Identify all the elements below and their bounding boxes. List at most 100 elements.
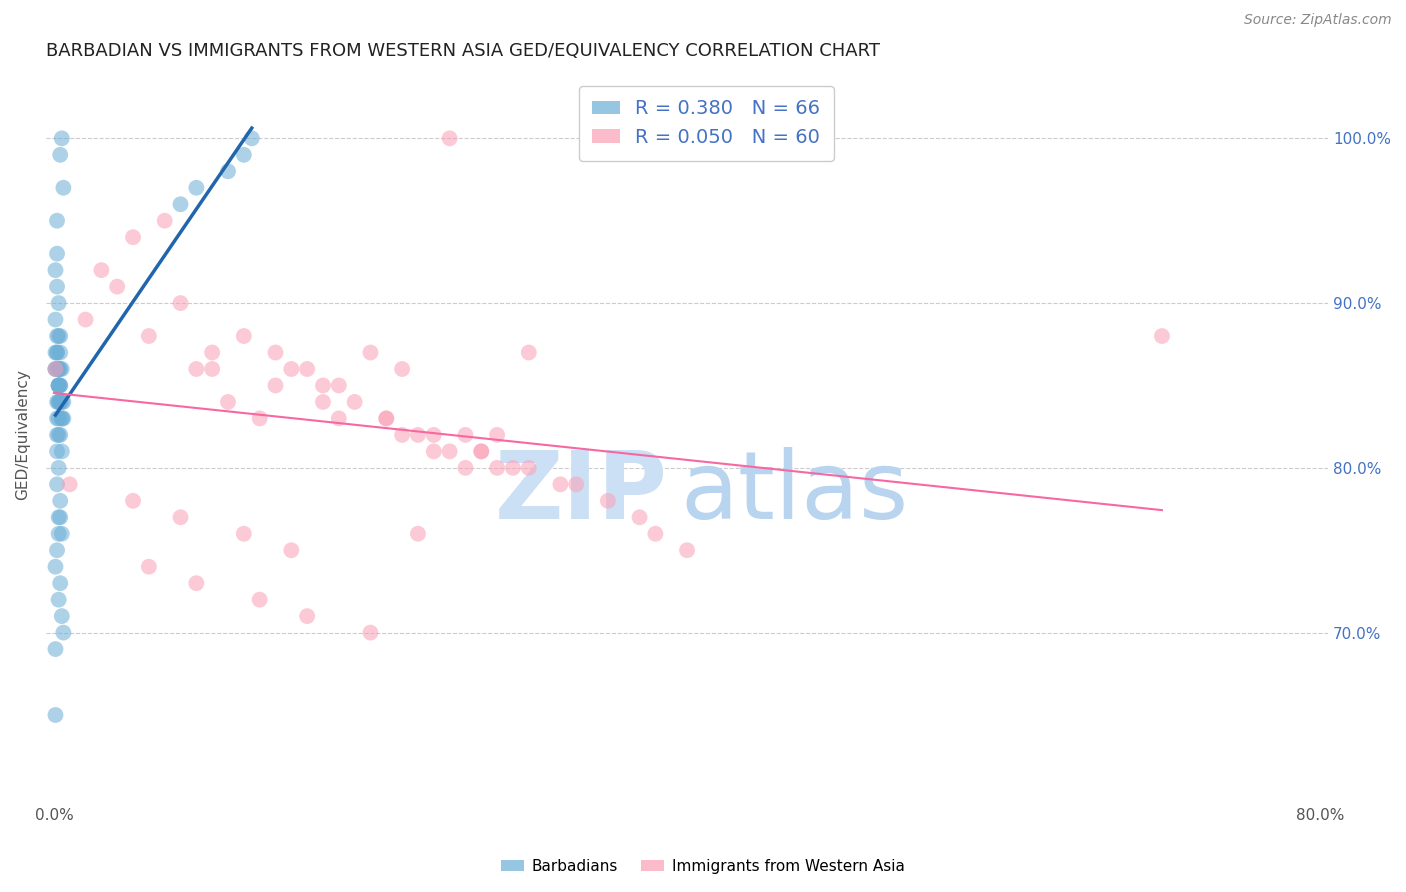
Point [49, 148, 72, 162]
Point [51, 609, 73, 624]
Point [52, 395, 75, 409]
Point [295, 362, 318, 376]
Point [454, 460, 477, 475]
Point [169, 197, 191, 211]
Point [46, 213, 69, 227]
Point [423, 428, 446, 442]
Legend: R = 0.380   N = 66, R = 0.050   N = 60: R = 0.380 N = 66, R = 0.050 N = 60 [579, 86, 834, 161]
Point [565, 477, 588, 491]
Point [48, 526, 70, 541]
Point [46, 345, 69, 359]
Point [46, 246, 69, 260]
Point [51, 131, 73, 145]
Point [48, 296, 70, 310]
Point [51, 444, 73, 458]
Point [48, 395, 70, 409]
Point [280, 362, 302, 376]
Point [46, 279, 69, 293]
Point [312, 395, 335, 409]
Point [596, 493, 619, 508]
Point [46, 395, 69, 409]
Point [49, 510, 72, 524]
Point [52, 411, 75, 425]
Point [1150, 329, 1173, 343]
Point [44, 708, 66, 723]
Point [52, 625, 75, 640]
Point [470, 444, 492, 458]
Point [486, 428, 509, 442]
Point [328, 411, 350, 425]
Point [51, 411, 73, 425]
Point [51, 411, 73, 425]
Point [48, 378, 70, 392]
Point [48, 378, 70, 392]
Text: atlas: atlas [681, 447, 908, 539]
Point [46, 411, 69, 425]
Point [44, 642, 66, 657]
Point [51, 362, 73, 376]
Point [49, 576, 72, 591]
Point [186, 576, 208, 591]
Text: Source: ZipAtlas.com: Source: ZipAtlas.com [1244, 13, 1392, 28]
Point [48, 428, 70, 442]
Point [186, 362, 208, 376]
Point [375, 411, 398, 425]
Point [328, 378, 350, 392]
Point [138, 329, 160, 343]
Point [44, 362, 66, 376]
Point [48, 592, 70, 607]
Point [391, 428, 413, 442]
Point [49, 329, 72, 343]
Point [46, 345, 69, 359]
Point [75, 312, 97, 326]
Text: ZIP: ZIP [495, 447, 668, 539]
Point [51, 526, 73, 541]
Point [46, 428, 69, 442]
Point [169, 510, 191, 524]
Point [232, 329, 254, 343]
Point [49, 345, 72, 359]
Point [122, 230, 145, 244]
Point [90, 263, 112, 277]
Point [406, 428, 429, 442]
Point [48, 362, 70, 376]
Y-axis label: GED/Equivalency: GED/Equivalency [15, 369, 30, 500]
Point [49, 395, 72, 409]
Point [49, 493, 72, 508]
Point [217, 395, 239, 409]
Point [48, 329, 70, 343]
Point [517, 460, 540, 475]
Point [201, 345, 224, 359]
Point [628, 510, 651, 524]
Point [44, 345, 66, 359]
Point [264, 378, 287, 392]
Point [48, 510, 70, 524]
Point [502, 460, 524, 475]
Point [169, 296, 191, 310]
Point [423, 444, 446, 458]
Point [264, 345, 287, 359]
Point [153, 213, 176, 227]
Point [232, 148, 254, 162]
Point [59, 477, 82, 491]
Point [46, 329, 69, 343]
Point [406, 526, 429, 541]
Point [486, 460, 509, 475]
Point [644, 526, 666, 541]
Point [48, 378, 70, 392]
Point [49, 428, 72, 442]
Legend: Barbadians, Immigrants from Western Asia: Barbadians, Immigrants from Western Asia [495, 853, 911, 880]
Point [51, 395, 73, 409]
Point [391, 362, 413, 376]
Point [280, 543, 302, 558]
Point [44, 559, 66, 574]
Point [359, 345, 381, 359]
Point [48, 378, 70, 392]
Point [186, 180, 208, 194]
Point [48, 460, 70, 475]
Point [48, 411, 70, 425]
Point [44, 362, 66, 376]
Point [249, 411, 271, 425]
Point [49, 362, 72, 376]
Point [439, 444, 461, 458]
